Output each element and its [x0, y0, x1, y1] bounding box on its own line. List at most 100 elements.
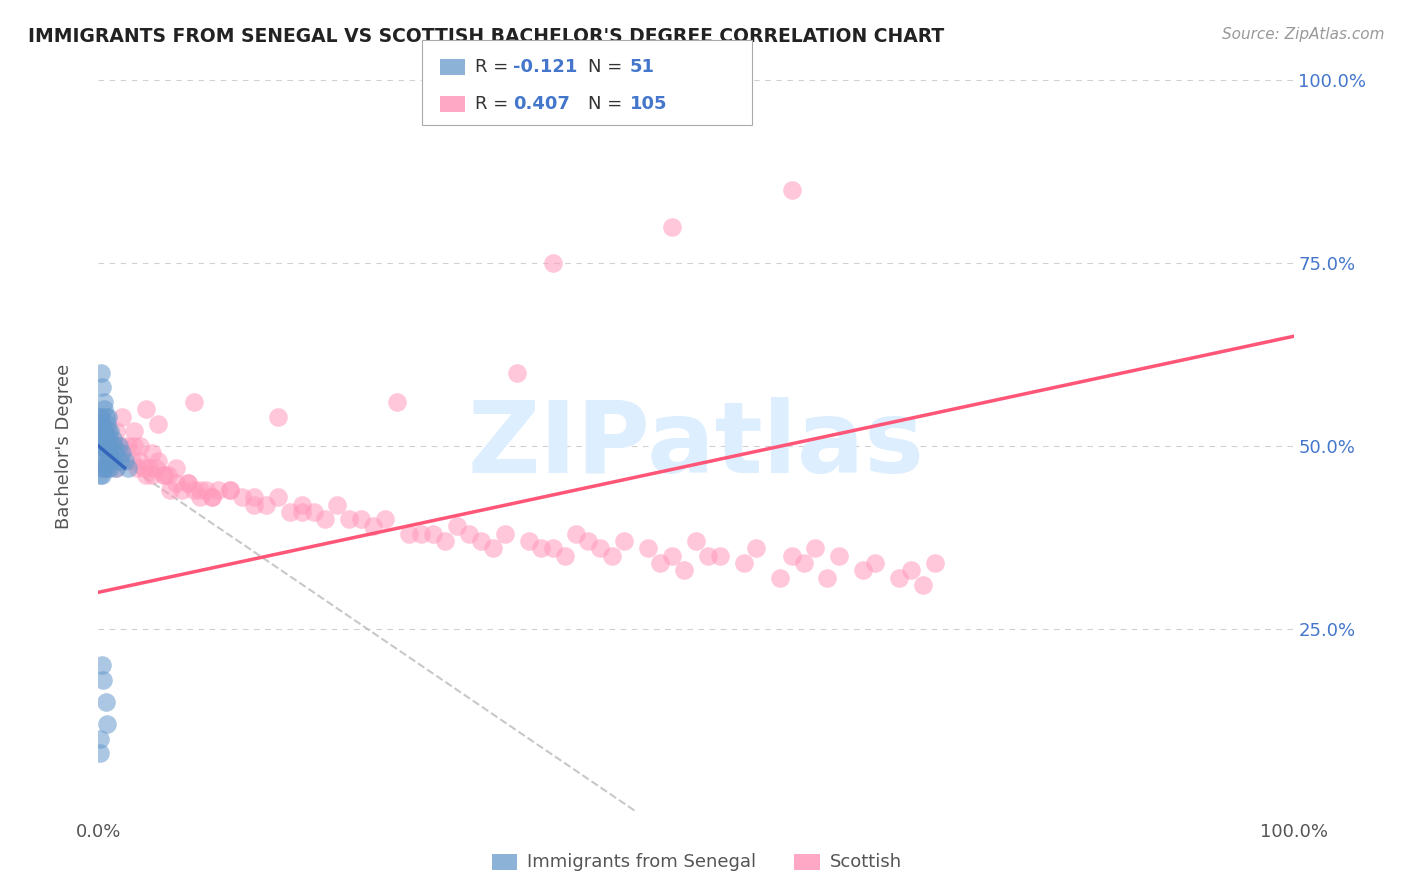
Point [141, 468, 163, 483]
Point [889, 571, 911, 585]
Point [733, 556, 755, 570]
Point [108, 453, 131, 467]
Point [852, 563, 875, 577]
Point [98, 453, 121, 467]
Point [673, 563, 696, 577]
Point [91, 446, 114, 460]
Point [89, 468, 111, 483]
Text: -0.121: -0.121 [513, 58, 578, 77]
Point [602, 549, 624, 563]
Point [90, 461, 112, 475]
Text: ZIPatlas: ZIPatlas [468, 398, 924, 494]
Point [97, 446, 120, 460]
Point [98, 425, 122, 439]
Point [648, 556, 672, 570]
Point [661, 219, 683, 234]
Point [93, 461, 115, 475]
Point [101, 432, 124, 446]
Point [494, 526, 516, 541]
Point [105, 461, 128, 475]
Point [97, 409, 120, 424]
Point [132, 461, 155, 475]
Point [363, 519, 385, 533]
Point [326, 498, 349, 512]
Point [156, 468, 179, 483]
Point [97, 439, 120, 453]
Point [231, 490, 253, 504]
Point [103, 439, 125, 453]
Point [135, 468, 157, 483]
Point [101, 439, 124, 453]
Point [302, 505, 325, 519]
Point [117, 439, 139, 453]
Text: Immigrants from Senegal: Immigrants from Senegal [527, 853, 756, 871]
Point [96, 717, 118, 731]
Point [93, 461, 115, 475]
Point [709, 549, 731, 563]
Point [96, 439, 118, 453]
Point [90, 366, 112, 380]
Point [745, 541, 768, 556]
Text: 51: 51 [630, 58, 655, 77]
Point [165, 461, 187, 475]
Point [153, 468, 176, 483]
Point [554, 549, 576, 563]
Point [105, 446, 128, 460]
Point [458, 526, 481, 541]
Point [434, 534, 457, 549]
Point [98, 461, 122, 475]
Point [828, 549, 851, 563]
Point [768, 571, 790, 585]
Point [129, 453, 152, 467]
Point [422, 526, 444, 541]
Point [91, 453, 114, 467]
Point [446, 519, 468, 533]
Point [105, 425, 128, 439]
Point [637, 541, 659, 556]
Text: R =: R = [475, 58, 515, 77]
Point [278, 505, 301, 519]
Point [159, 483, 181, 497]
Point [148, 453, 170, 467]
Point [374, 512, 396, 526]
Point [93, 395, 115, 409]
Text: IMMIGRANTS FROM SENEGAL VS SCOTTISH BACHELOR'S DEGREE CORRELATION CHART: IMMIGRANTS FROM SENEGAL VS SCOTTISH BACH… [28, 27, 945, 45]
Point [96, 461, 118, 475]
Point [470, 534, 492, 549]
Point [565, 526, 588, 541]
Text: 105: 105 [630, 95, 668, 112]
Point [94, 432, 117, 446]
Point [685, 534, 707, 549]
Point [90, 439, 112, 453]
Point [183, 483, 205, 497]
Point [201, 490, 224, 504]
Point [517, 534, 540, 549]
Point [541, 256, 564, 270]
Point [101, 453, 124, 467]
Point [481, 541, 505, 556]
Point [291, 498, 314, 512]
Point [91, 439, 114, 453]
Point [98, 432, 121, 446]
Point [129, 439, 152, 453]
Point [111, 409, 134, 424]
Point [254, 498, 277, 512]
Point [93, 402, 115, 417]
Point [117, 461, 139, 475]
Point [90, 425, 112, 439]
Point [183, 395, 205, 409]
Point [411, 526, 433, 541]
Point [267, 409, 290, 424]
Point [900, 563, 922, 577]
Point [153, 468, 176, 483]
Point [94, 409, 117, 424]
Point [350, 512, 373, 526]
Point [124, 439, 146, 453]
Point [165, 475, 187, 490]
Point [243, 498, 266, 512]
Point [98, 453, 122, 467]
Point [219, 483, 242, 497]
Point [91, 468, 114, 483]
Point [93, 425, 115, 439]
Point [108, 446, 131, 460]
